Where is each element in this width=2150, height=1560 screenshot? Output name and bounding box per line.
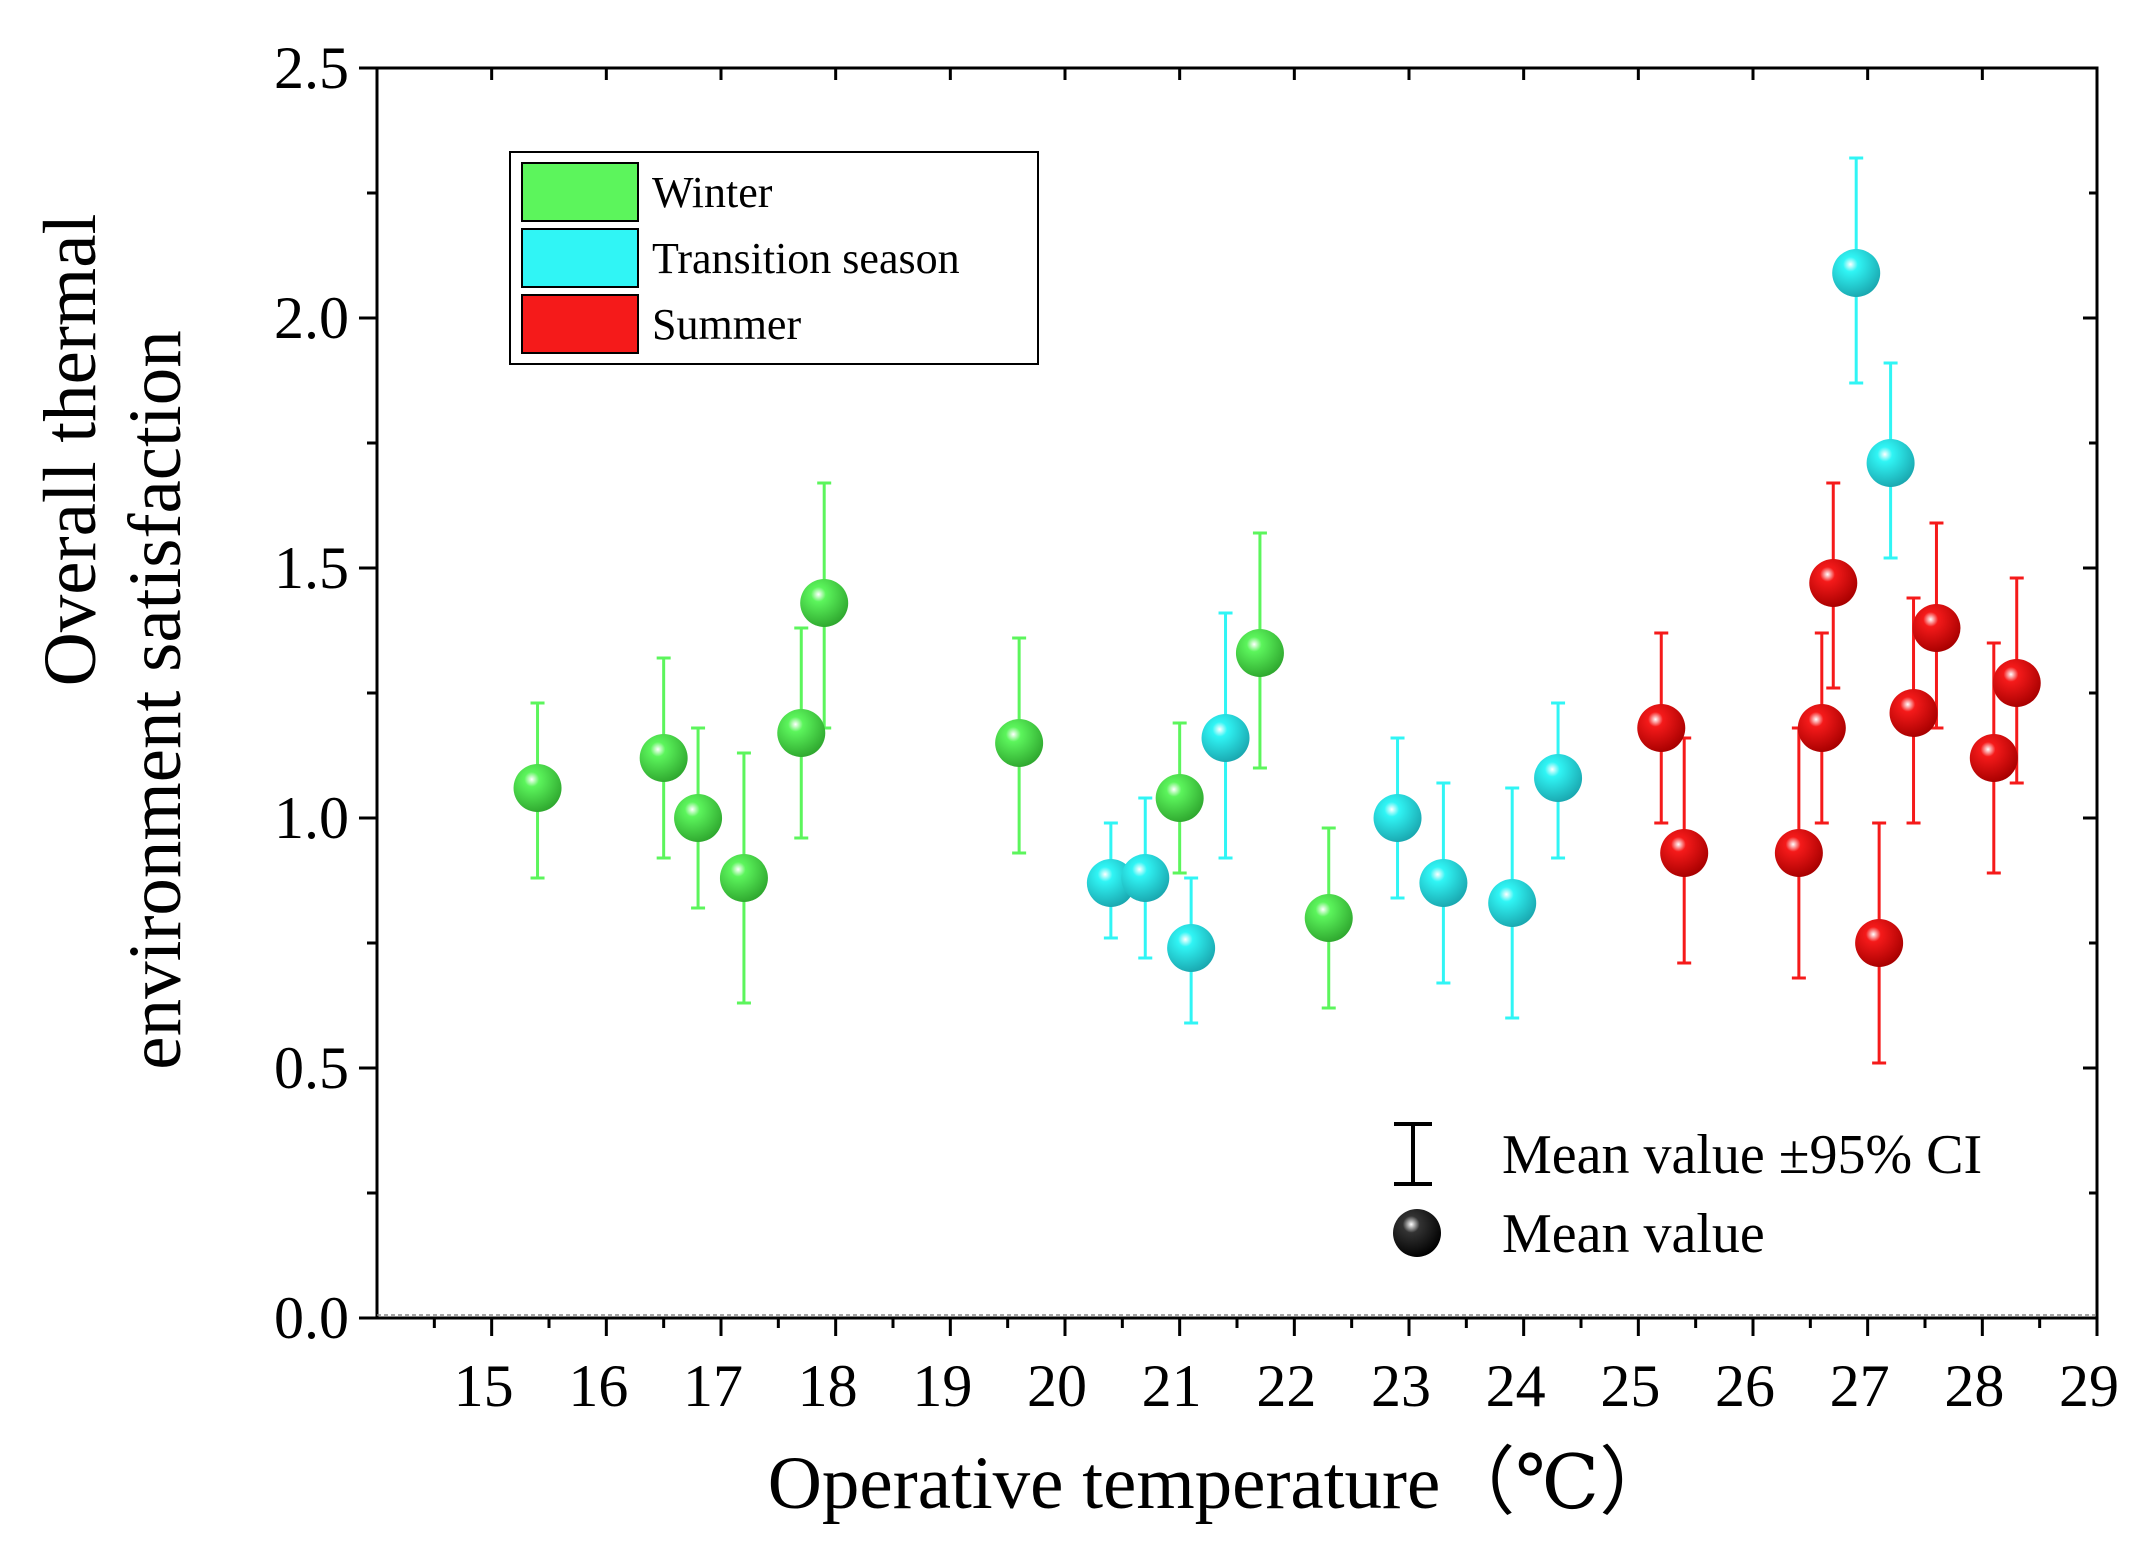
x-tick-label: 24: [1486, 1353, 1546, 1419]
point-summer: [1660, 829, 1709, 877]
legend-item-transition-season: Transition season: [521, 228, 960, 288]
x-tick-label: 26: [1715, 1353, 1775, 1419]
x-tick-label: 19: [912, 1353, 972, 1419]
point-winter: [800, 579, 849, 627]
x-tick-label: 18: [798, 1353, 858, 1419]
x-tick-label: 20: [1027, 1353, 1087, 1419]
y-tick-label: 1.0: [274, 785, 349, 851]
point-summer: [1969, 734, 2018, 782]
legend-item-winter: Winter: [521, 162, 773, 222]
x-tick-label: 25: [1600, 1353, 1660, 1419]
point-winter: [513, 764, 562, 812]
point-transition-season: [1866, 439, 1915, 487]
legend-label-winter: Winter: [652, 168, 773, 217]
point-summer: [1637, 704, 1686, 752]
point-winter: [777, 709, 826, 757]
point-transition-season: [1534, 754, 1583, 802]
data-points: [513, 249, 2041, 972]
point-winter: [639, 734, 688, 782]
y-tick-label: 0.0: [274, 1285, 349, 1351]
x-tick-label: 16: [568, 1353, 628, 1419]
point-transition-season: [1167, 924, 1216, 972]
point-winter: [1155, 774, 1204, 822]
x-tick-label: 21: [1142, 1353, 1202, 1419]
point-transition-season: [1373, 794, 1422, 842]
y-axis-title-line-1: Overall thermal: [29, 214, 112, 687]
x-axis-title: Operative temperature（℃）: [768, 1442, 1674, 1525]
point-transition-season: [1121, 854, 1170, 902]
point-transition-season: [1488, 879, 1537, 927]
x-tick-label: 17: [683, 1353, 743, 1419]
ci-legend-label: Mean value ±95% CI: [1502, 1124, 1982, 1186]
legend-swatch-winter: [521, 162, 639, 222]
point-winter: [995, 719, 1044, 767]
legend-swatch-summer: [521, 294, 639, 354]
axis-ticks: 15 16 17 18 19 20 21 22 23 24 25 26 27 28 29 0.0 0.5 1.0 1…: [274, 35, 2119, 1419]
point-winter: [1304, 894, 1353, 942]
point-summer: [1855, 919, 1904, 967]
point-summer: [1774, 829, 1823, 877]
legend-label-transition-season: Transition season: [652, 234, 960, 283]
point-summer: [1809, 559, 1858, 607]
point-winter: [1235, 629, 1284, 677]
y-tick-label: 2.0: [274, 285, 349, 351]
x-tick-label: 28: [1944, 1353, 2004, 1419]
x-tick-label: 23: [1371, 1353, 1431, 1419]
point-transition-season: [1419, 859, 1468, 907]
legend-swatch-transition-season: [521, 228, 639, 288]
x-tick-label: 15: [454, 1353, 514, 1419]
y-tick-label: 2.5: [274, 35, 349, 101]
legend: Winter Transition season Summer: [509, 151, 1039, 365]
mean-legend-icon: [1393, 1209, 1441, 1257]
x-tick-label: 27: [1830, 1353, 1890, 1419]
marker-legend: Mean value ±95% CI Mean value: [1393, 1122, 1982, 1265]
x-tick-label: 22: [1256, 1353, 1316, 1419]
mean-legend-label: Mean value: [1502, 1203, 1765, 1265]
ci-legend-icon: [1394, 1122, 1432, 1186]
point-summer: [1889, 689, 1938, 737]
point-transition-season: [1201, 714, 1250, 762]
x-tick-label: 29: [2059, 1353, 2119, 1419]
point-summer: [1912, 604, 1961, 652]
point-winter: [719, 854, 768, 902]
y-axis-title-line-2: environment satisfaction: [114, 330, 197, 1069]
legend-label-summer: Summer: [652, 300, 801, 349]
point-summer: [1797, 704, 1846, 752]
point-summer: [1992, 659, 2041, 707]
point-transition-season: [1832, 249, 1881, 297]
y-tick-label: 0.5: [274, 1035, 349, 1101]
point-winter: [674, 794, 723, 842]
legend-item-summer: Summer: [521, 294, 801, 354]
y-tick-label: 1.5: [274, 535, 349, 601]
